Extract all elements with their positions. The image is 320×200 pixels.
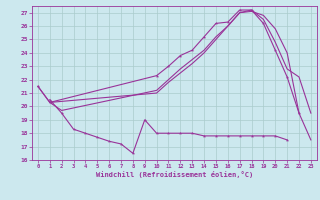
X-axis label: Windchill (Refroidissement éolien,°C): Windchill (Refroidissement éolien,°C) [96,171,253,178]
